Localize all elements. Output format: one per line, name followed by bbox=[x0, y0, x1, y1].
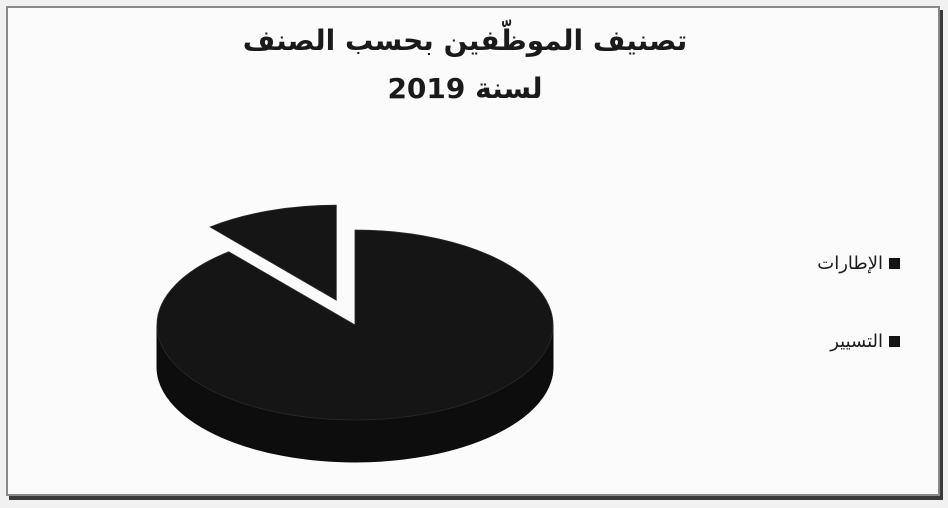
pie-slice-1 bbox=[156, 229, 554, 421]
legend-swatch bbox=[889, 257, 900, 269]
pie-tops bbox=[156, 204, 554, 421]
legend-swatch bbox=[889, 335, 900, 347]
chart-title: تصنيف الموظّفين بحسب الصنف bbox=[242, 24, 688, 57]
chart-subtitle: لسنة 2019 bbox=[387, 72, 543, 105]
legend-label: التسيير bbox=[830, 330, 883, 352]
legend-item-management: التسيير bbox=[720, 326, 900, 356]
legend: الإطارات التسيير bbox=[720, 248, 900, 404]
legend-label: الإطارات bbox=[817, 252, 883, 274]
legend-item-cadres: الإطارات bbox=[720, 248, 900, 278]
pie-slice-0 bbox=[209, 204, 337, 301]
